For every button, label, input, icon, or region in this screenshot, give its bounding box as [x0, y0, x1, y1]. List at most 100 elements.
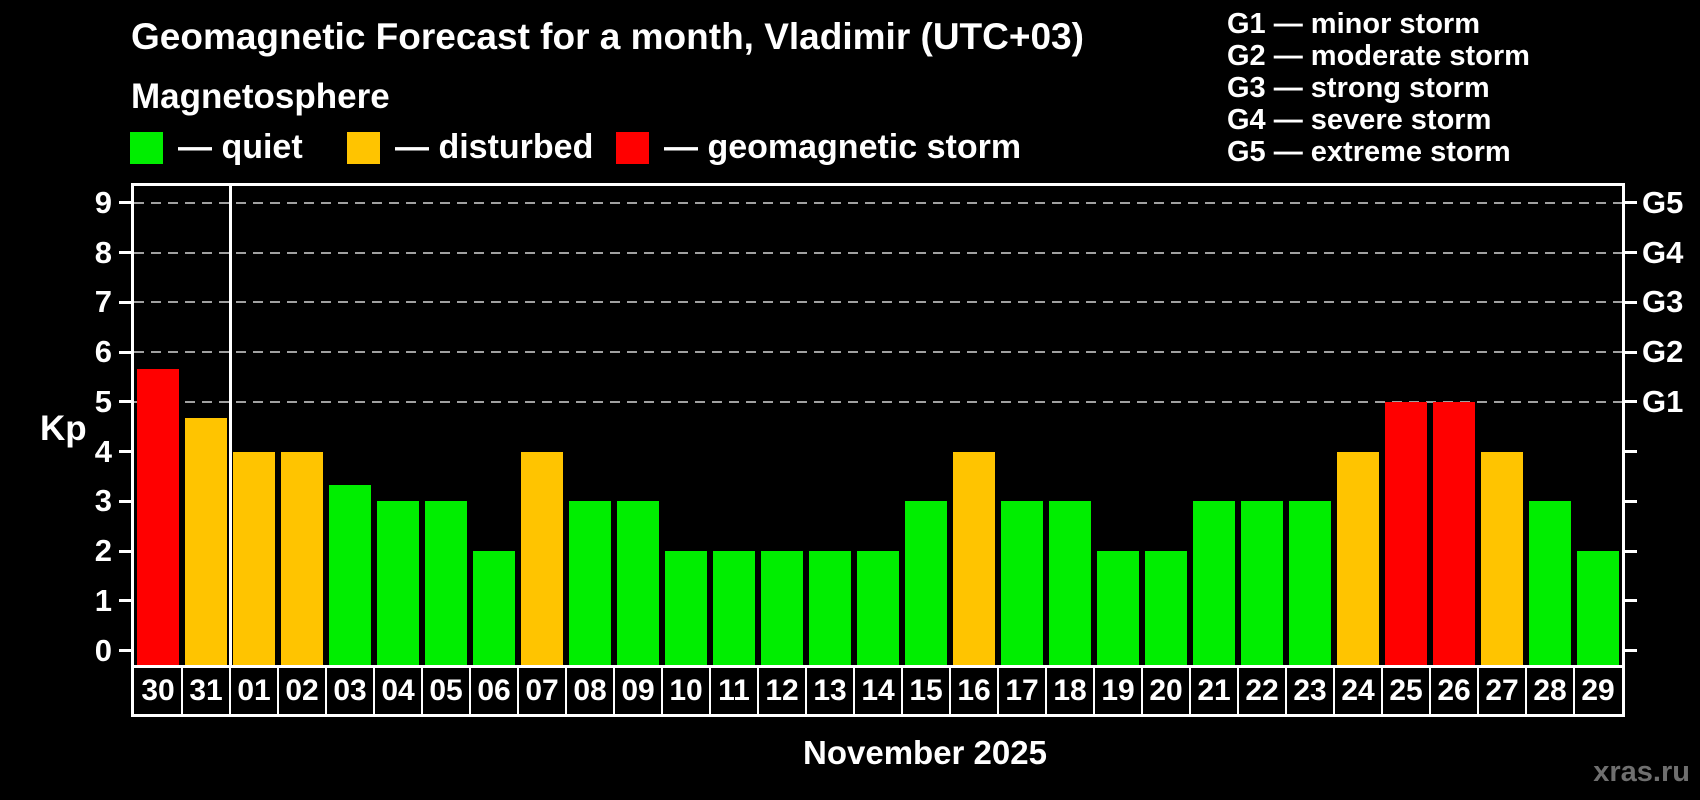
kp-bar-day-01 — [233, 451, 275, 665]
kp-bar-day-07 — [521, 451, 563, 665]
legend-item-disturbed: — disturbed — [347, 128, 593, 167]
day-cell-12: 12 — [765, 674, 799, 707]
day-cell-separator — [1381, 668, 1383, 714]
magnetosphere-label: Magnetosphere — [131, 77, 390, 116]
legend-item-storm: — geomagnetic storm — [616, 128, 1021, 167]
y-axis-tick — [119, 251, 131, 255]
y-axis-tick — [119, 649, 131, 653]
kp-bar-day-09 — [617, 501, 659, 665]
kp-gridline-5 — [134, 400, 1622, 403]
legend-label-quiet: — quiet — [178, 128, 303, 166]
day-cell-31: 31 — [189, 674, 223, 707]
kp-bar-day-29 — [1577, 551, 1619, 665]
day-cell-separator — [949, 668, 951, 714]
right-axis-tick — [1625, 599, 1637, 603]
chart-title: Geomagnetic Forecast for a month, Vladim… — [131, 16, 1084, 57]
day-cell-separator — [613, 668, 615, 714]
storm-scale-legend: G1 — minor storm G2 — moderate storm G3 — … — [1227, 8, 1530, 168]
kp-bar-day-27 — [1481, 451, 1523, 665]
day-cell-14: 14 — [861, 674, 895, 707]
right-axis-tick — [1625, 300, 1637, 304]
day-cell-30: 30 — [141, 674, 175, 707]
kp-bar-day-25 — [1385, 401, 1427, 665]
y-axis-tick-label: 5 — [94, 383, 112, 419]
day-cell-03: 03 — [333, 674, 367, 707]
kp-gridline-6 — [134, 351, 1622, 354]
y-axis-tick-label: 2 — [94, 533, 112, 569]
day-cell-separator — [1141, 668, 1143, 714]
day-cell-08: 08 — [573, 674, 607, 707]
storm-scale-item-g4: G4 — severe storm — [1227, 104, 1492, 136]
day-cell-21: 21 — [1197, 674, 1231, 707]
day-cell-separator — [325, 668, 327, 714]
x-axis-title: November 2025 — [803, 734, 1047, 771]
day-cell-separator — [805, 668, 807, 714]
kp-bar-day-23 — [1289, 501, 1331, 665]
kp-bar-day-08 — [569, 501, 611, 665]
day-cell-16: 16 — [957, 674, 991, 707]
kp-bar-day-11 — [713, 551, 755, 665]
kp-bar-day-12 — [761, 551, 803, 665]
right-axis-tick — [1625, 499, 1637, 503]
kp-gridline-8 — [134, 251, 1622, 254]
day-cell-09: 09 — [621, 674, 655, 707]
day-cell-separator — [1477, 668, 1479, 714]
kp-bar-day-18 — [1049, 501, 1091, 665]
g-scale-label-g5: G5 — [1642, 184, 1684, 220]
day-cell-10: 10 — [669, 674, 703, 707]
day-cell-separator — [1429, 668, 1431, 714]
day-cell-separator — [757, 668, 759, 714]
y-axis-tick — [119, 549, 131, 553]
kp-bar-day-19 — [1097, 551, 1139, 665]
kp-gridline-7 — [134, 301, 1622, 304]
right-axis-tick — [1625, 251, 1637, 255]
day-cell-06: 06 — [477, 674, 511, 707]
storm-scale-item-g1: G1 — minor storm — [1227, 8, 1480, 40]
storm-scale-item-g3: G3 — strong storm — [1227, 72, 1490, 104]
legend-label-storm: — geomagnetic storm — [664, 128, 1022, 166]
x-axis-day-labels: 30 31 01 02 03 04 05 06 07 08 09 10 11 12 13 14 15 16 17 18… — [131, 665, 1625, 717]
y-axis-tick-label: 0 — [94, 632, 112, 668]
day-cell-29: 29 — [1581, 674, 1615, 707]
day-cell-27: 27 — [1485, 674, 1519, 707]
day-cell-separator — [229, 668, 231, 714]
kp-bar-day-17 — [1001, 501, 1043, 665]
day-cell-separator — [901, 668, 903, 714]
kp-bar-day-15 — [905, 501, 947, 665]
kp-bar-day-20 — [1145, 551, 1187, 665]
y-axis-tick-label: 3 — [94, 483, 112, 519]
day-cell-25: 25 — [1389, 674, 1423, 707]
day-cell-07: 07 — [525, 674, 559, 707]
y-axis-tick — [119, 400, 131, 404]
y-axis-tick — [119, 350, 131, 354]
day-cell-separator — [421, 668, 423, 714]
day-cell-15: 15 — [909, 674, 943, 707]
day-cell-separator — [1237, 668, 1239, 714]
kp-bar-day-04 — [377, 501, 419, 665]
day-cell-02: 02 — [285, 674, 319, 707]
g-scale-label-g2: G2 — [1642, 334, 1684, 370]
kp-bar-day-05 — [425, 501, 467, 665]
right-axis-tick — [1625, 450, 1637, 454]
day-cell-17: 17 — [1005, 674, 1039, 707]
kp-bar-day-13 — [809, 551, 851, 665]
kp-bar-day-30 — [137, 368, 179, 665]
day-cell-18: 18 — [1053, 674, 1087, 707]
legend-swatch-disturbed-icon — [347, 131, 380, 164]
kp-bar-day-22 — [1241, 501, 1283, 665]
day-cell-separator — [181, 668, 183, 714]
kp-bar-day-16 — [953, 451, 995, 665]
right-axis-tick — [1625, 649, 1637, 653]
day-cell-separator — [709, 668, 711, 714]
plot-area — [131, 183, 1625, 668]
day-cell-24: 24 — [1341, 674, 1375, 707]
day-cell-separator — [1093, 668, 1095, 714]
day-cell-separator — [1333, 668, 1335, 714]
day-cell-26: 26 — [1437, 674, 1471, 707]
month-separator-line — [228, 186, 232, 665]
y-axis-title: Kp — [40, 409, 87, 448]
right-axis-tick — [1625, 201, 1637, 205]
kp-bar-day-06 — [473, 551, 515, 665]
day-cell-20: 20 — [1149, 674, 1183, 707]
